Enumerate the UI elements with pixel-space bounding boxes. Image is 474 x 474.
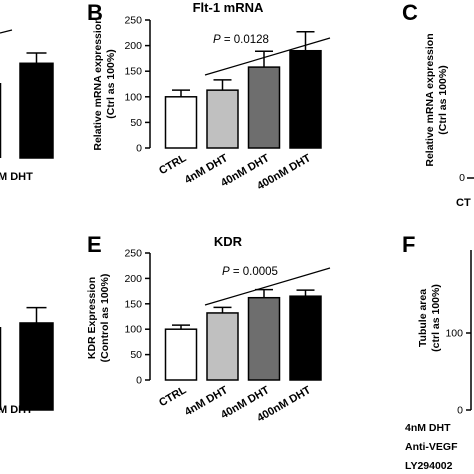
category-label: CTRL [157,152,189,177]
bar-4nm-dht [206,89,239,149]
y-tick-label: 150 [124,66,142,78]
y-tick-label: 0 [459,172,465,184]
y-axis-label-line1: KDR Expression [86,277,98,359]
y-axis-label-line2: (Control as 100%) [99,274,111,363]
trend-line [204,37,331,76]
bar-ctrl [164,328,198,381]
bar-ctrl [164,96,198,149]
p-value-annotation: P = 0.0128 [213,34,269,46]
y-tick-label: 250 [124,248,142,260]
y-tick-label: 100 [124,324,142,336]
chart-title: KDR [214,234,243,249]
y-axis-label-line1: Relative mRNA expression [424,33,436,166]
panel-c-fragment: C Relative mRNA expression (Ctrl as 100%… [402,0,474,209]
y-tick-label: 0 [457,405,463,417]
row-label: Anti-VEGF [405,441,458,453]
bar-400nm-dht [289,49,322,149]
row-label: LY294002 [405,460,453,472]
panel-a-fragment: M DHT [0,29,54,183]
trend-line-fragment [0,29,13,34]
panel-letter: E [87,232,102,257]
y-tick-label: 50 [130,117,142,129]
y-axis-label-line1: Tubule area [417,289,429,347]
panel-d-fragment: M DHT [0,306,54,416]
y-axis-label-line2: (ctrl as 100%) [430,284,442,352]
y-tick-label: 100 [445,328,463,340]
bar-40nm-dht [247,66,281,149]
y-tick-label: 250 [124,15,142,27]
y-axis-label-line2: (Ctrl as 100%) [437,65,449,134]
y-tick-label: 150 [124,298,142,310]
chart-title: Flt-1 mRNA [193,0,264,15]
bar-4nm-dht [206,312,239,381]
y-tick-label: 50 [130,349,142,361]
category-label: CTRL [157,384,189,409]
category-label: M DHT [0,171,33,183]
bar-m-dht [19,322,54,411]
y-tick-label: 100 [124,91,142,103]
panel-f-fragment: F Tubule area (ctrl as 100%) 100 0 4nM DH… [402,232,472,472]
bar-m-dht [19,62,54,159]
panel-b: B Flt-1 mRNA Relative mRNA expression (Ct… [87,0,331,193]
panel-e: E KDR KDR Expression (Control as 100%) 0 5… [86,232,331,425]
y-axis-label-line1: Relative mRNA expression [92,17,104,150]
p-value-annotation: P = 0.0005 [222,266,278,278]
bar-40nm-dht [247,296,281,381]
y-tick-label: 200 [124,40,142,52]
panel-letter: F [402,232,415,257]
category-label: M DHT [0,404,33,416]
category-label: CT [456,197,471,209]
y-tick-label: 0 [136,143,142,155]
panel-letter: C [402,0,418,25]
trend-line [204,267,331,306]
row-label: 4nM DHT [405,422,451,434]
y-axis-label-line2: (Ctrl as 100%) [105,49,117,118]
y-tick-label: 0 [136,375,142,387]
panel-letter: B [87,0,103,25]
y-tick-label: 200 [124,273,142,285]
bar-400nm-dht [289,295,322,381]
